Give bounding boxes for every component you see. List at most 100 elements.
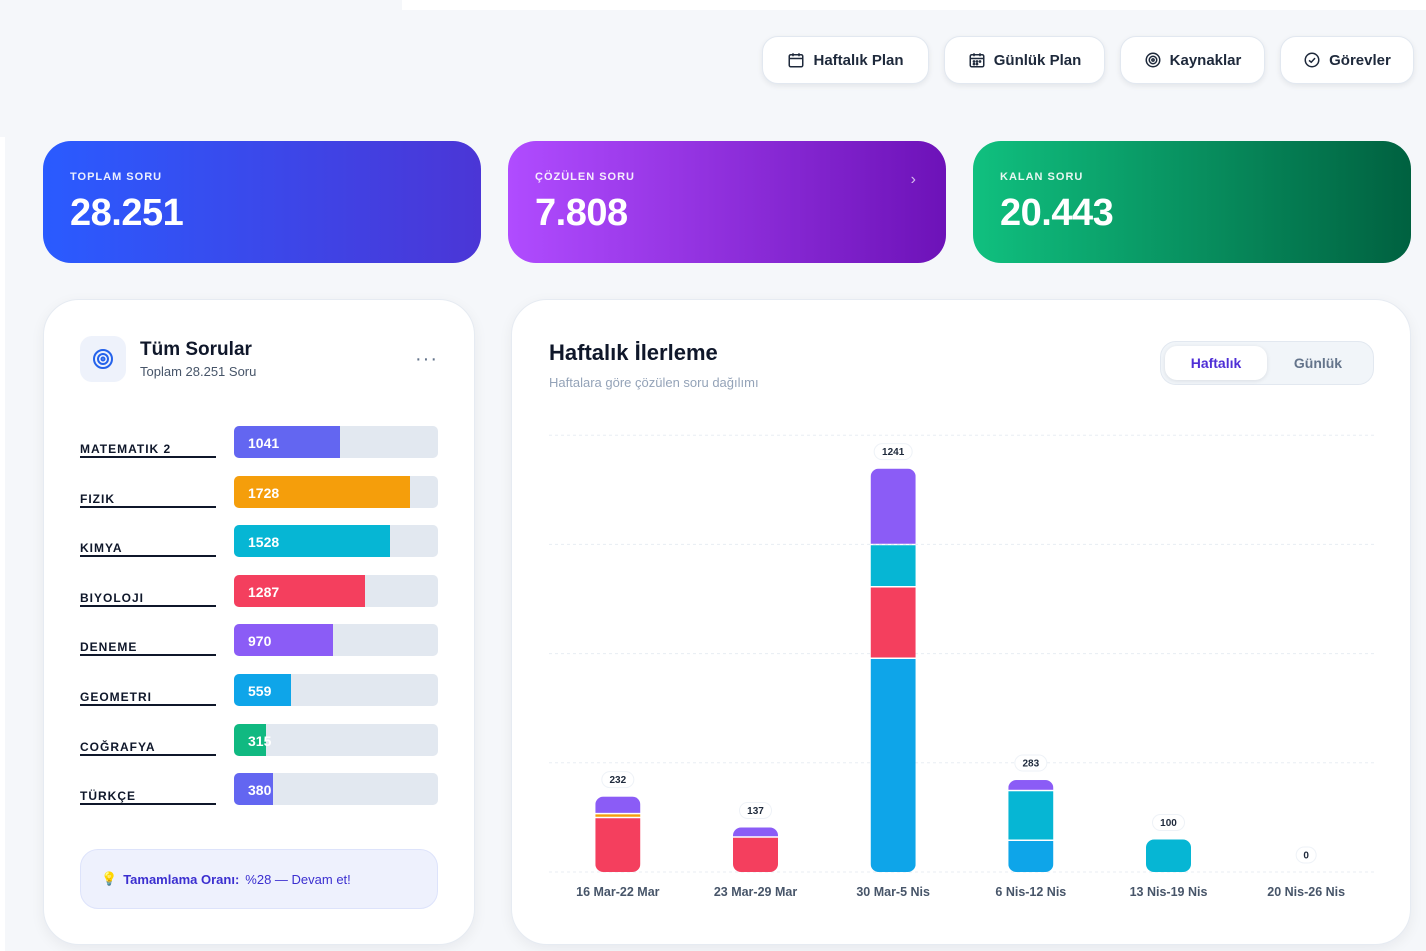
bar-segment	[595, 818, 641, 872]
check-circle-icon	[1304, 52, 1320, 68]
remaining-questions-value: 20.443	[1000, 192, 1114, 234]
left-strip	[0, 137, 5, 951]
calendar-icon	[788, 53, 804, 68]
card-title: Tüm Sorular	[140, 339, 252, 360]
total-label: 1241	[882, 447, 905, 458]
subject-row: FIZIK 1728	[80, 475, 438, 526]
tasks-label: Görevler	[1329, 51, 1391, 69]
subject-count: 380	[248, 782, 272, 799]
subject-bar-track: 1041	[234, 426, 438, 458]
subject-bar-fill	[234, 673, 292, 706]
subject-bar-track: 1287	[234, 574, 438, 607]
subject-count: 559	[248, 682, 272, 699]
total-questions-value: 28.251	[70, 192, 184, 234]
daily-plan-button[interactable]: Günlük Plan	[944, 36, 1105, 84]
bar-segment	[870, 659, 916, 872]
progress-subtitle: Haftalara göre çözülen soru dağılımı	[549, 375, 759, 390]
subject-bar-fill	[234, 525, 390, 558]
x-axis-label: 20 Nis-26 Nis	[1267, 885, 1345, 899]
total-label-bg	[601, 771, 635, 789]
subject-row: GEOMETRI 559	[80, 673, 438, 724]
subject-bar-track: 970	[234, 624, 438, 657]
subject-count: 970	[248, 633, 272, 650]
subject-name: MATEMATIK 2	[80, 436, 216, 458]
subject-name: COĞRAFYA	[80, 734, 216, 756]
subject-row: KIMYA 1528	[80, 525, 438, 575]
resources-button[interactable]: Kaynaklar	[1120, 36, 1265, 84]
progress-title: Haftalık İlerleme	[549, 340, 718, 365]
card-header: Tüm Sorular Toplam 28.251 Soru	[80, 336, 256, 382]
subject-row: MATEMATIK 2 1041	[80, 426, 438, 476]
subject-row: COĞRAFYA 315	[80, 723, 438, 774]
remaining-questions-card: KALAN SORU 20.443	[973, 141, 1411, 263]
subject-list: MATEMATIK 2 1041 FIZIK 1728 KIMYA 1528 BIYOLOJ…	[80, 426, 438, 823]
total-label-bg	[1152, 814, 1185, 831]
weekly-plan-label: Haftalık Plan	[813, 51, 904, 69]
total-label: 283	[1022, 759, 1039, 770]
total-questions-label: TOPLAM SORU	[70, 171, 163, 183]
subject-bar-track: 315	[234, 723, 438, 756]
top-nav: Haftalık Plan Günlük Plan Kaynaklar Göre…	[762, 36, 1414, 84]
x-axis-label: 30 Mar-5 Nis	[856, 885, 930, 899]
chevron-right-icon: ›	[910, 171, 916, 188]
subject-bar-fill	[234, 723, 267, 756]
bar-segment	[733, 827, 778, 837]
daily-plan-label: Günlük Plan	[993, 51, 1082, 69]
x-axis-label: 23 Mar-29 Mar	[714, 885, 798, 899]
subject-name: KIMYA	[80, 535, 216, 558]
subject-name: TÜRKÇE	[80, 783, 216, 806]
completion-text: %28 — Devam et!	[245, 871, 351, 887]
total-label: 137	[747, 806, 764, 817]
subject-bar-fill	[234, 773, 273, 806]
bar-segment	[733, 837, 778, 872]
subject-count: 1528	[248, 534, 280, 551]
subject-bar-track: 1528	[234, 525, 438, 558]
bar-segment	[1008, 780, 1054, 790]
total-label-bg	[1014, 754, 1048, 772]
x-axis-label: 16 Mar-22 Mar	[576, 885, 660, 899]
weekly-plan-button[interactable]: Haftalık Plan	[762, 36, 929, 84]
top-strip	[402, 0, 1426, 10]
weekly-progress-card: Haftalık İlerleme Haftalara göre çözülen…	[511, 299, 1411, 945]
total-label-bg	[739, 801, 772, 819]
lightbulb-icon: 💡	[101, 871, 118, 886]
bar-segment	[870, 468, 916, 544]
total-label-bg	[1295, 846, 1317, 864]
subject-bar-track: 380	[234, 773, 438, 806]
solved-questions-label: ÇÖZÜLEN SORU	[535, 171, 635, 183]
toggle-weekly[interactable]: Haftalık	[1165, 346, 1267, 380]
subject-row: BIYOLOJI 1287	[80, 574, 438, 625]
toggle-daily[interactable]: Günlük	[1293, 355, 1343, 371]
weekly-progress-chart: 232 16 Mar-22 Mar 137 23 Mar-29 Mar 1241 30 M…	[549, 434, 1375, 899]
completion-label: Tamamlama Oranı:	[123, 871, 240, 887]
subject-name: BIYOLOJI	[80, 585, 216, 607]
target-icon	[1145, 52, 1161, 68]
subject-name: FIZIK	[80, 486, 216, 508]
subject-bar-track: 1728	[234, 475, 438, 508]
subject-bar-fill	[234, 426, 341, 458]
bar-segment	[595, 814, 641, 817]
subject-bar-track: 559	[234, 673, 438, 706]
calendar-grid-icon	[969, 53, 985, 68]
tasks-button[interactable]: Görevler	[1280, 36, 1414, 84]
total-questions-card: TOPLAM SORU 28.251	[43, 141, 481, 263]
total-label: 100	[1160, 818, 1177, 829]
total-label: 0	[1303, 851, 1309, 862]
solved-questions-card[interactable]: ÇÖZÜLEN SORU 7.808 ›	[508, 141, 946, 263]
subject-count: 1041	[248, 435, 280, 451]
x-axis-label: 13 Nis-19 Nis	[1130, 885, 1208, 899]
bar-segment	[1008, 841, 1054, 872]
subject-bar-fill	[234, 475, 411, 508]
bar-segment	[1146, 839, 1191, 872]
total-label: 232	[609, 775, 626, 786]
subject-count: 1728	[248, 484, 280, 501]
bar-segment	[1008, 791, 1054, 840]
x-axis-label: 6 Nis-12 Nis	[995, 885, 1066, 899]
subject-count: 1287	[248, 583, 280, 600]
bar-segment	[870, 587, 916, 658]
subject-row: DENEME 970	[80, 624, 438, 674]
subject-name: DENEME	[80, 634, 216, 657]
more-options-icon[interactable]: ···	[415, 348, 438, 370]
period-toggle: Haftalık Günlük	[1160, 341, 1374, 385]
subject-bar-fill	[234, 574, 366, 607]
